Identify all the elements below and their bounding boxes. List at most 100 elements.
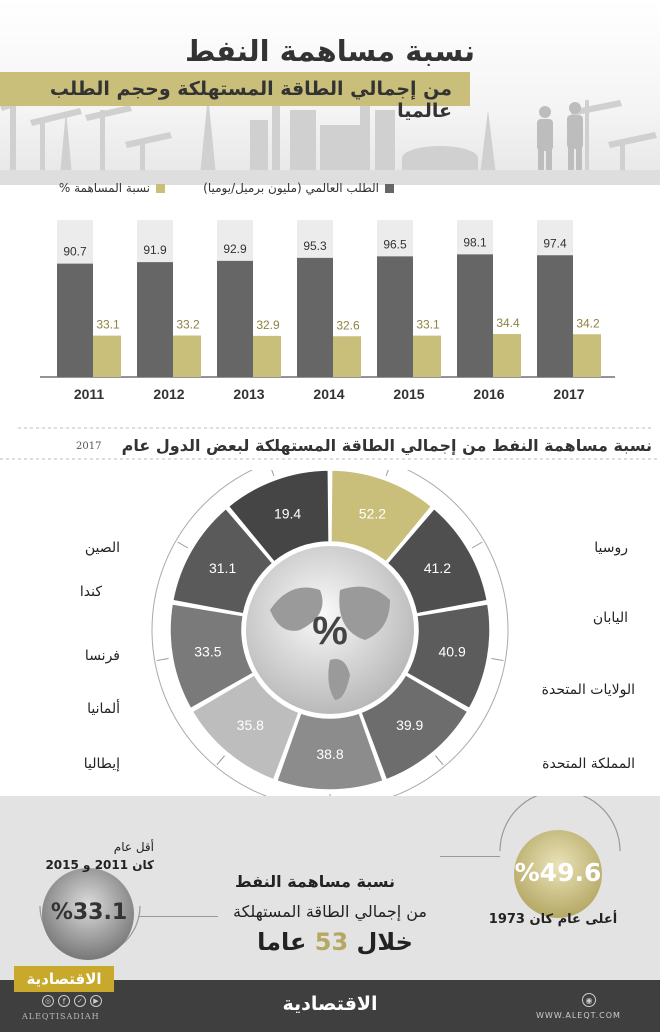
share-label-2015: 33.1 [416,318,440,332]
demand-bar-2013 [217,260,253,377]
share-bar-2015 [413,335,441,377]
year-label-2014: 2014 [313,386,344,402]
share-bar-2012 [173,335,201,377]
donut-value-2: 40.9 [438,644,465,660]
highest-value: %49.6 [514,858,602,887]
year-label-2013: 2013 [233,386,264,402]
share-label-2013: 32.9 [256,318,280,332]
guide-arc-left [151,470,280,800]
donut-slice-1 [386,507,489,615]
oilfield-skyline-illustration [0,90,660,185]
footer-brand: الاقتصادية [282,993,378,1015]
demand-label-2011: 90.7 [63,245,87,259]
country-label-italy: إيطاليا [83,756,120,772]
country-label-russia: روسيا [594,540,628,556]
donut-value-8: 19.4 [274,505,301,521]
demand-bar-2015 [377,256,413,377]
share-bar-2016 [493,334,521,377]
year-label-2011: 2011 [74,386,105,402]
lowest-caption-1: أقل عام [113,840,154,854]
summary-years-number: 53 [314,928,349,956]
country-label-uk: المملكة المتحدة [542,756,635,772]
social-icons: ◎ f ✓ ▶ [42,995,102,1007]
leader-line-1 [471,541,483,549]
share-bar-2014 [333,336,361,377]
year-label-2015: 2015 [393,386,424,402]
donut-value-6: 33.5 [194,644,221,660]
donut-slice-6 [169,603,255,710]
donut-slice-2 [405,603,491,710]
bar-chart: 90.7 33.1 2011 91.9 33.2 2012 92.9 32.9 2013 95.3… [40,220,615,402]
legend-share-label: نسبة المساهمة % [58,181,150,195]
donut-slice-7 [171,507,274,615]
share-bar-2013 [253,335,281,377]
demand-label-2013: 92.9 [223,242,247,256]
lowest-caption-2: كان 2011 و 2015 [45,858,154,872]
twitter-icon[interactable]: ✓ [74,995,86,1007]
donut-slice-5 [191,673,301,781]
share-label-2017: 34.2 [576,316,600,330]
demand-bar-2011 [57,263,93,377]
section-divider [0,427,660,460]
summary-line-3-post: عاما [257,928,307,956]
instagram-icon[interactable]: ◎ [42,995,54,1007]
subtitle-band [0,72,470,106]
legend-demand-label: الطلب العالمي (مليون برميل/يوميا) [203,181,379,195]
demand-bar-2016 [457,254,493,377]
percent-symbol: % [312,609,348,653]
share-label-2011: 33.1 [96,318,120,332]
legend-demand-swatch [385,184,394,193]
summary-line-2: من إجمالي الطاقة المستهلكة [233,902,427,921]
share-label-2016: 34.4 [496,316,520,330]
page-title: نسبة مساهمة النفط [184,34,476,68]
footer-logo: الاقتصادية [14,966,114,992]
demand-bar-2012 [137,262,173,377]
country-label-usa: الولايات المتحدة [541,682,635,698]
demand-label-2016: 98.1 [463,235,487,249]
donut-value-5: 35.8 [237,717,264,733]
demand-bar-2017 [537,255,573,377]
donut-chart: 52.2 41.2 40.9 39.9 38.8 35.8 33.5 31.1 19.4% [151,470,509,800]
lowest-value-disc [42,868,134,960]
lowest-value: %33.1 [50,900,128,925]
legend-share-swatch [156,184,165,193]
demand-label-2017: 97.4 [543,236,567,250]
country-label-canada: كندا [79,584,102,600]
facebook-icon[interactable]: f [58,995,70,1007]
demand-label-2014: 95.3 [303,239,327,253]
leader-line-0 [385,470,389,477]
leader-line-8 [271,470,275,477]
donut-value-0: 52.2 [359,505,386,521]
year-label-2016: 2016 [473,386,504,402]
leader-line-6 [156,657,169,662]
section2-year: 2017 [76,441,102,452]
country-label-china: الصين [84,540,120,556]
guide-arc-right [380,470,509,800]
footer-website[interactable]: WWW.ALEQT.COM [536,1011,621,1020]
footer-handle: ALEQTISADIAH [22,1012,100,1021]
section2-title: نسبة مساهمة النفط من إجمالي الطاقة المست… [121,436,652,455]
demand-label-2012: 91.9 [143,243,167,257]
country-label-france: فرنسا [84,648,120,664]
donut-slice-0 [330,470,433,564]
leader-line-3 [435,755,444,766]
youtube-icon[interactable]: ▶ [90,995,102,1007]
donut-value-4: 38.8 [316,746,343,762]
donut-value-1: 41.2 [424,560,451,576]
highest-value-disc [514,830,602,918]
summary-line-3-pre: خلال [356,928,413,956]
globe-disc [246,546,414,714]
leader-line-7 [177,541,189,549]
country-label-germany: ألمانيا [87,701,120,717]
world-map-shapes [270,586,390,700]
demand-label-2015: 96.5 [383,237,407,251]
site-icon: ◉ [582,993,596,1007]
donut-slice-3 [359,673,469,781]
donut-value-3: 39.9 [396,717,423,733]
summary-graphics [39,796,621,960]
donut-value-7: 31.1 [209,560,236,576]
share-label-2014: 32.6 [336,318,360,332]
year-label-2012: 2012 [153,386,184,402]
year-label-2017: 2017 [553,386,584,402]
share-bar-2017 [573,334,601,377]
